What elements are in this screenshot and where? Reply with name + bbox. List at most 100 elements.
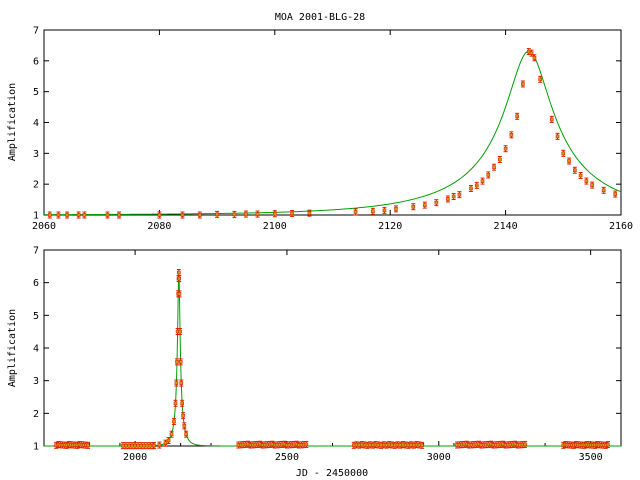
bottom-plot-frame <box>43 249 622 447</box>
top-data-point <box>56 213 61 217</box>
top-data-point <box>307 211 312 215</box>
bottom-data-point <box>121 443 125 448</box>
top-data-point <box>353 210 358 214</box>
bottom-data-point <box>130 443 134 448</box>
top-data-point <box>290 211 294 216</box>
top-data-points <box>47 48 618 219</box>
bottom-x-tick-label: 3000 <box>427 452 451 463</box>
top-data-point <box>117 213 121 217</box>
bottom-data-point <box>157 443 162 447</box>
top-data-point <box>555 134 560 139</box>
bottom-y-tick-label: 1 <box>33 442 39 453</box>
bottom-x-tick-label: 3500 <box>579 452 603 463</box>
bottom-y-axis-label: Amplification <box>7 309 18 387</box>
top-data-point <box>567 159 571 163</box>
bottom-y-tick-label: 6 <box>33 278 39 289</box>
top-data-point <box>272 211 277 216</box>
top-data-point <box>394 207 398 211</box>
chart-title: MOA 2001-BLG-28 <box>275 12 365 23</box>
bottom-data-point <box>420 443 424 448</box>
bottom-data-point <box>139 443 143 448</box>
bottom-data-point <box>86 443 90 448</box>
top-data-point <box>503 146 508 151</box>
bottom-data-point <box>182 424 187 428</box>
bottom-data-point <box>181 413 185 418</box>
top-data-point <box>474 183 479 188</box>
top-y-tick-label: 1 <box>33 211 39 222</box>
bottom-x-tick-label: 2000 <box>123 452 147 463</box>
bottom-data-point <box>127 443 131 448</box>
top-data-point <box>446 197 450 201</box>
bottom-data-points <box>54 269 610 450</box>
top-data-point <box>509 133 514 137</box>
top-data-point <box>529 51 534 55</box>
top-data-point <box>434 200 439 205</box>
top-model-line <box>43 50 622 216</box>
bottom-data-point <box>304 442 309 447</box>
top-data-point <box>561 151 566 156</box>
bottom-model-curve <box>44 275 621 447</box>
top-data-point <box>532 55 537 60</box>
bottom-data-point <box>142 443 147 448</box>
bottom-y-tick-label: 4 <box>33 344 39 355</box>
bottom-data-point <box>145 443 150 448</box>
top-axis-ticks: 1 2 3 4 5 6 7 2060 2080 2100 2120 2140 2160 <box>32 26 633 233</box>
top-data-point <box>197 213 202 217</box>
top-data-point <box>180 213 185 217</box>
bottom-x-tick-label: 2500 <box>275 452 299 463</box>
top-data-point <box>469 186 473 191</box>
top-data-point <box>498 157 502 162</box>
top-y-axis-label: Amplification <box>7 83 18 161</box>
top-data-point <box>584 179 589 183</box>
top-data-point <box>371 209 375 214</box>
bottom-data-point <box>175 360 179 364</box>
top-data-point <box>601 188 606 193</box>
top-data-point <box>76 213 81 217</box>
top-x-tick-label: 2100 <box>263 221 287 232</box>
bottom-model-line <box>44 275 621 447</box>
bottom-data-point <box>523 442 527 447</box>
top-data-point <box>65 213 69 217</box>
bottom-data-point <box>148 443 153 448</box>
top-data-point <box>244 212 248 216</box>
top-data-point <box>613 192 618 196</box>
top-y-tick-label: 2 <box>33 180 39 191</box>
top-data-point <box>480 179 485 183</box>
bottom-x-axis-label: JD - 2450000 <box>296 468 368 479</box>
top-data-point <box>457 192 462 197</box>
bottom-panel: Amplification JD - 2450000 1 2 3 4 5 6 7 2000 25… <box>7 246 622 479</box>
top-data-point <box>521 82 525 86</box>
bottom-data-point <box>172 419 176 424</box>
bottom-data-point <box>173 401 178 406</box>
top-x-tick-label: 2120 <box>378 221 402 232</box>
bottom-axis-ticks: 1 2 3 4 5 6 7 2000 2500 3000 3500 <box>33 246 621 463</box>
top-data-point <box>82 213 87 217</box>
bottom-data-point <box>184 432 188 436</box>
top-data-point <box>549 117 554 122</box>
top-data-point <box>451 194 456 199</box>
top-x-tick-label: 2140 <box>494 221 518 232</box>
bottom-data-point <box>177 292 182 296</box>
bottom-data-point <box>169 432 174 436</box>
top-data-point <box>232 212 237 217</box>
top-data-point <box>411 204 416 209</box>
bottom-data-point <box>178 329 182 334</box>
top-y-tick-label: 5 <box>33 87 39 98</box>
bottom-data-point <box>177 270 181 275</box>
top-model-curve <box>43 50 622 216</box>
top-data-point <box>382 208 387 213</box>
bottom-data-point <box>166 438 171 443</box>
top-data-point <box>423 203 427 207</box>
top-x-tick-label: 2160 <box>609 221 633 232</box>
bottom-data-point <box>152 443 156 448</box>
top-data-point <box>515 114 519 119</box>
top-data-point <box>538 77 543 82</box>
bottom-data-point <box>179 381 184 385</box>
top-data-point <box>590 183 594 187</box>
bottom-y-tick-label: 3 <box>33 376 39 387</box>
top-y-tick-label: 4 <box>33 118 39 129</box>
top-x-tick-label: 2060 <box>32 221 56 232</box>
top-panel: Amplification 1 2 3 4 5 6 7 2060 2080 2100 2120 214… <box>7 26 633 233</box>
top-data-point <box>255 212 260 216</box>
top-data-point <box>486 173 491 177</box>
